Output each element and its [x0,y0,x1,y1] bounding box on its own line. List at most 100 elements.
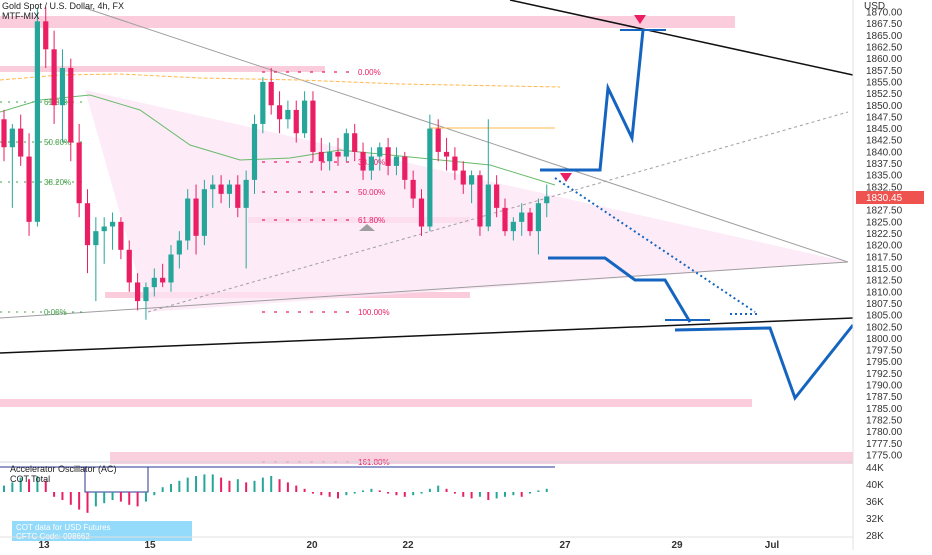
candle-body [377,147,383,157]
cot-step [84,467,149,493]
price-tick: 1870.00 [866,8,903,19]
candle-body [285,109,291,120]
candle-body [251,123,258,180]
price-tick: 1865.00 [866,31,903,42]
candle-body [477,175,483,227]
candle-body [460,170,466,185]
time-tick: 20 [306,540,318,550]
price-tick: 1835.00 [866,171,903,182]
price-tick: 1785.00 [866,404,903,415]
oscillator-tick: 40K [866,480,884,491]
ma-green [0,94,556,186]
fib-left-label: 38.20% [44,178,71,187]
price-tick: 1845.00 [866,124,903,135]
price-tick: 1825.00 [866,217,903,228]
price-axis-panel[interactable] [853,0,932,550]
candle-body [402,156,408,180]
fib-right-label: 0.00% [358,68,381,77]
sell-marker-mid [560,173,572,182]
dashed-diagonal [147,111,849,313]
triangle-upper-line [84,7,849,263]
candle-body [268,81,274,106]
candle-body [343,133,349,157]
oscillator-title: Accelerator Oscillator (AC) [10,464,117,474]
projection-path-bottom [674,324,855,402]
candle-body [93,231,99,246]
candle-body [26,156,32,222]
price-tick: 1802.50 [866,322,903,333]
symbol-title: Gold Spot / U.S. Dollar, 4h, FX [2,1,124,11]
price-tick: 1812.50 [866,276,903,287]
candle-body [59,67,66,106]
candle-body [160,277,166,283]
candle-body [109,221,116,227]
price-tick: 1787.50 [866,392,903,403]
candle-body [494,184,500,208]
fib-right-label: 50.00% [358,188,385,197]
candle-body [443,151,450,157]
time-tick: 22 [402,540,414,550]
price-tick: 1795.00 [866,357,903,368]
candle-body [201,189,207,236]
candle-body [185,198,191,241]
resistance-zone-top [0,16,735,28]
candle-body [243,179,249,208]
candle-body [418,198,425,227]
current-price-label: 1830.45 [866,193,903,204]
oscillator-subtitle: COT Total [10,474,50,484]
demand-zone-lower [0,399,752,407]
candle-body [527,212,533,232]
fib-left-label: 61.80% [44,98,71,107]
price-tick: 1807.50 [866,299,903,310]
currency-label: USD [864,1,885,12]
candle-body [393,156,400,166]
candle-body [385,147,391,166]
demand-zone-bottom [110,452,853,464]
price-tick: 1852.50 [866,89,903,100]
time-ticks: 13 15 20 22 27 29 Jul [38,540,779,551]
candle-body [310,100,316,152]
oscillator-layer [3,474,548,513]
candle-body [210,184,216,190]
candle-body [9,128,15,148]
candle-body [101,226,107,232]
candle-body [410,179,416,199]
resistance-zone-upper [0,66,325,72]
candle-body [368,156,374,171]
price-tick: 1790.00 [866,381,903,392]
price-tick: 1820.00 [866,241,903,252]
candle-body [352,133,358,152]
price-tick: 1847.50 [866,112,903,123]
candle-body [218,184,224,194]
triangle-lower-line [0,261,849,319]
candle-body [176,240,182,255]
candle-body [84,203,91,246]
candle-body [544,196,550,204]
triangle-pattern [85,90,848,312]
candle-body [452,156,458,171]
price-tick: 1792.50 [866,369,903,380]
candle-body [43,21,49,50]
oscillator-tick: 32K [866,514,884,525]
price-tick: 1817.50 [866,252,903,263]
candle-body [235,184,241,208]
candle-body [51,49,57,106]
oscillator-tick: 36K [866,497,884,508]
price-tick: 1782.50 [866,416,903,427]
candle-body [293,109,299,134]
oscillator-tick: 28K [866,531,884,542]
fib-left-label: 50.00% [44,138,71,147]
fib-right-label: 100.00% [358,308,390,317]
fib-left-label: 0.00% [44,308,67,317]
candle-body [135,282,141,302]
price-tick: 1797.50 [866,346,903,357]
projection-path-down [548,256,692,323]
candle-body [535,203,541,232]
price-tick: 1827.50 [866,206,903,217]
time-tick: 27 [559,540,571,550]
candle-body [427,128,433,227]
price-tick: 1862.50 [866,42,903,53]
candle-body [318,151,324,162]
